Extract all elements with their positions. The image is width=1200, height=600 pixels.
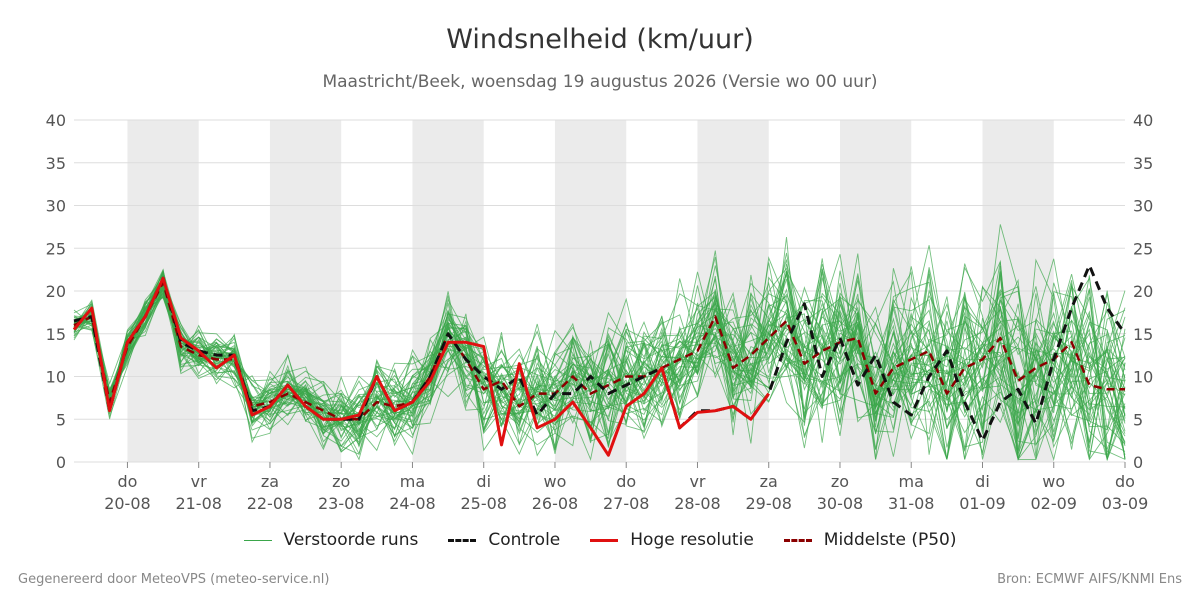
y-tick-label-right: 10	[1133, 368, 1153, 387]
x-tick-label-date: 22-08	[247, 494, 294, 513]
y-tick-label-left: 5	[56, 410, 66, 429]
x-tick-label-date: 26-08	[532, 494, 579, 513]
x-tick-label-day: vr	[191, 472, 207, 491]
hires-line	[72, 276, 770, 457]
y-tick-label-left: 20	[46, 282, 66, 301]
legend-label-control: Controle	[488, 530, 561, 550]
legend-swatch-hires	[590, 538, 619, 542]
x-tick-label-date: 29-08	[745, 494, 792, 513]
ensemble-member-line	[73, 271, 1126, 452]
x-tick-label-day: do	[616, 472, 636, 491]
y-tick-label-right: 25	[1133, 239, 1153, 258]
x-tick-label-day: za	[760, 472, 778, 491]
y-tick-label-left: 15	[46, 325, 66, 344]
y-tick-label-right: 20	[1133, 282, 1153, 301]
x-tick-label-date: 25-08	[460, 494, 507, 513]
y-tick-label-left: 30	[46, 197, 66, 216]
x-tick-label-day: ma	[400, 472, 425, 491]
ensemble-member-line	[73, 245, 1126, 460]
x-tick-label-day: vr	[689, 472, 705, 491]
y-tick-label-right: 5	[1133, 410, 1143, 429]
x-tick-label-date: 01-09	[959, 494, 1006, 513]
chart-subtitle: Maastricht/Beek, woensdag 19 augustus 20…	[322, 72, 878, 92]
legend-label-median: Middelste (P50)	[823, 530, 957, 550]
chart-title: Windsnelheid (km/uur)	[446, 24, 754, 55]
x-tick-label-date: 30-08	[817, 494, 864, 513]
y-tick-label-right: 35	[1133, 154, 1153, 173]
legend-swatch-control	[448, 538, 477, 542]
x-tick-label-date: 21-08	[175, 494, 222, 513]
x-tick-label-day: zo	[831, 472, 849, 491]
legend-item-ensemble: Verstoorde runs	[243, 530, 419, 550]
ensemble-member-line	[73, 285, 1126, 460]
ensemble-member-line	[73, 254, 1126, 460]
x-tick-label-date: 23-08	[318, 494, 365, 513]
x-tick-label-day: di	[476, 472, 491, 491]
main-series-lines	[72, 263, 1127, 457]
legend-swatch-median	[783, 538, 812, 542]
source-credit: Bron: ECMWF AIFS/KNMI Ens	[997, 572, 1182, 587]
y-axis: 0 0 5 5 10 10 15 15 20 20 25 25 30 30 35 35 40 40	[46, 111, 1154, 472]
x-tick-label-date: 20-08	[104, 494, 151, 513]
x-tick-label-date: 28-08	[674, 494, 721, 513]
y-tick-label-left: 10	[46, 368, 66, 387]
y-tick-label-right: 15	[1133, 325, 1153, 344]
legend-swatch-ensemble	[243, 539, 272, 541]
x-tick-label-day: za	[261, 472, 279, 491]
legend-item-control: Controle	[448, 530, 560, 550]
legend-item-median: Middelste (P50)	[783, 530, 957, 550]
x-axis: do 20-08 vr 21-08 za 22-08 zo 23-08 ma 24-08 di 25-…	[104, 462, 1148, 513]
x-tick-label-day: di	[975, 472, 990, 491]
x-tick-label-date: 02-09	[1030, 494, 1077, 513]
generator-credit: Gegenereerd door MeteoVPS (meteo-service…	[18, 572, 330, 587]
x-tick-label-day: zo	[332, 472, 350, 491]
y-tick-label-left: 40	[46, 111, 66, 130]
chart-legend: Verstoorde runs Controle Hoge resolutie …	[0, 530, 1200, 550]
ensemble-member-line	[73, 263, 1126, 461]
control-line	[73, 263, 1127, 443]
y-tick-label-left: 25	[46, 239, 66, 258]
legend-label-hires: Hoge resolutie	[630, 530, 754, 550]
ensemble-member-line	[73, 263, 1126, 455]
ensemble-member-line	[73, 224, 1126, 445]
legend-label-ensemble: Verstoorde runs	[283, 530, 419, 550]
x-tick-label-date: 27-08	[603, 494, 650, 513]
x-tick-label-date: 31-08	[888, 494, 935, 513]
x-tick-label-day: ma	[899, 472, 924, 491]
y-tick-label-right: 0	[1133, 453, 1143, 472]
x-tick-label-day: do	[117, 472, 137, 491]
y-tick-label-left: 0	[56, 453, 66, 472]
ensemble-member-line	[73, 253, 1126, 447]
y-tick-label-right: 40	[1133, 111, 1153, 130]
x-tick-label-date: 03-09	[1102, 494, 1149, 513]
x-tick-label-day: do	[1115, 472, 1135, 491]
x-tick-label-day: wo	[1042, 472, 1065, 491]
x-tick-label-day: wo	[544, 472, 567, 491]
y-tick-label-right: 30	[1133, 197, 1153, 216]
y-tick-label-left: 35	[46, 154, 66, 173]
x-tick-label-date: 24-08	[389, 494, 436, 513]
legend-item-hires: Hoge resolutie	[590, 530, 754, 550]
